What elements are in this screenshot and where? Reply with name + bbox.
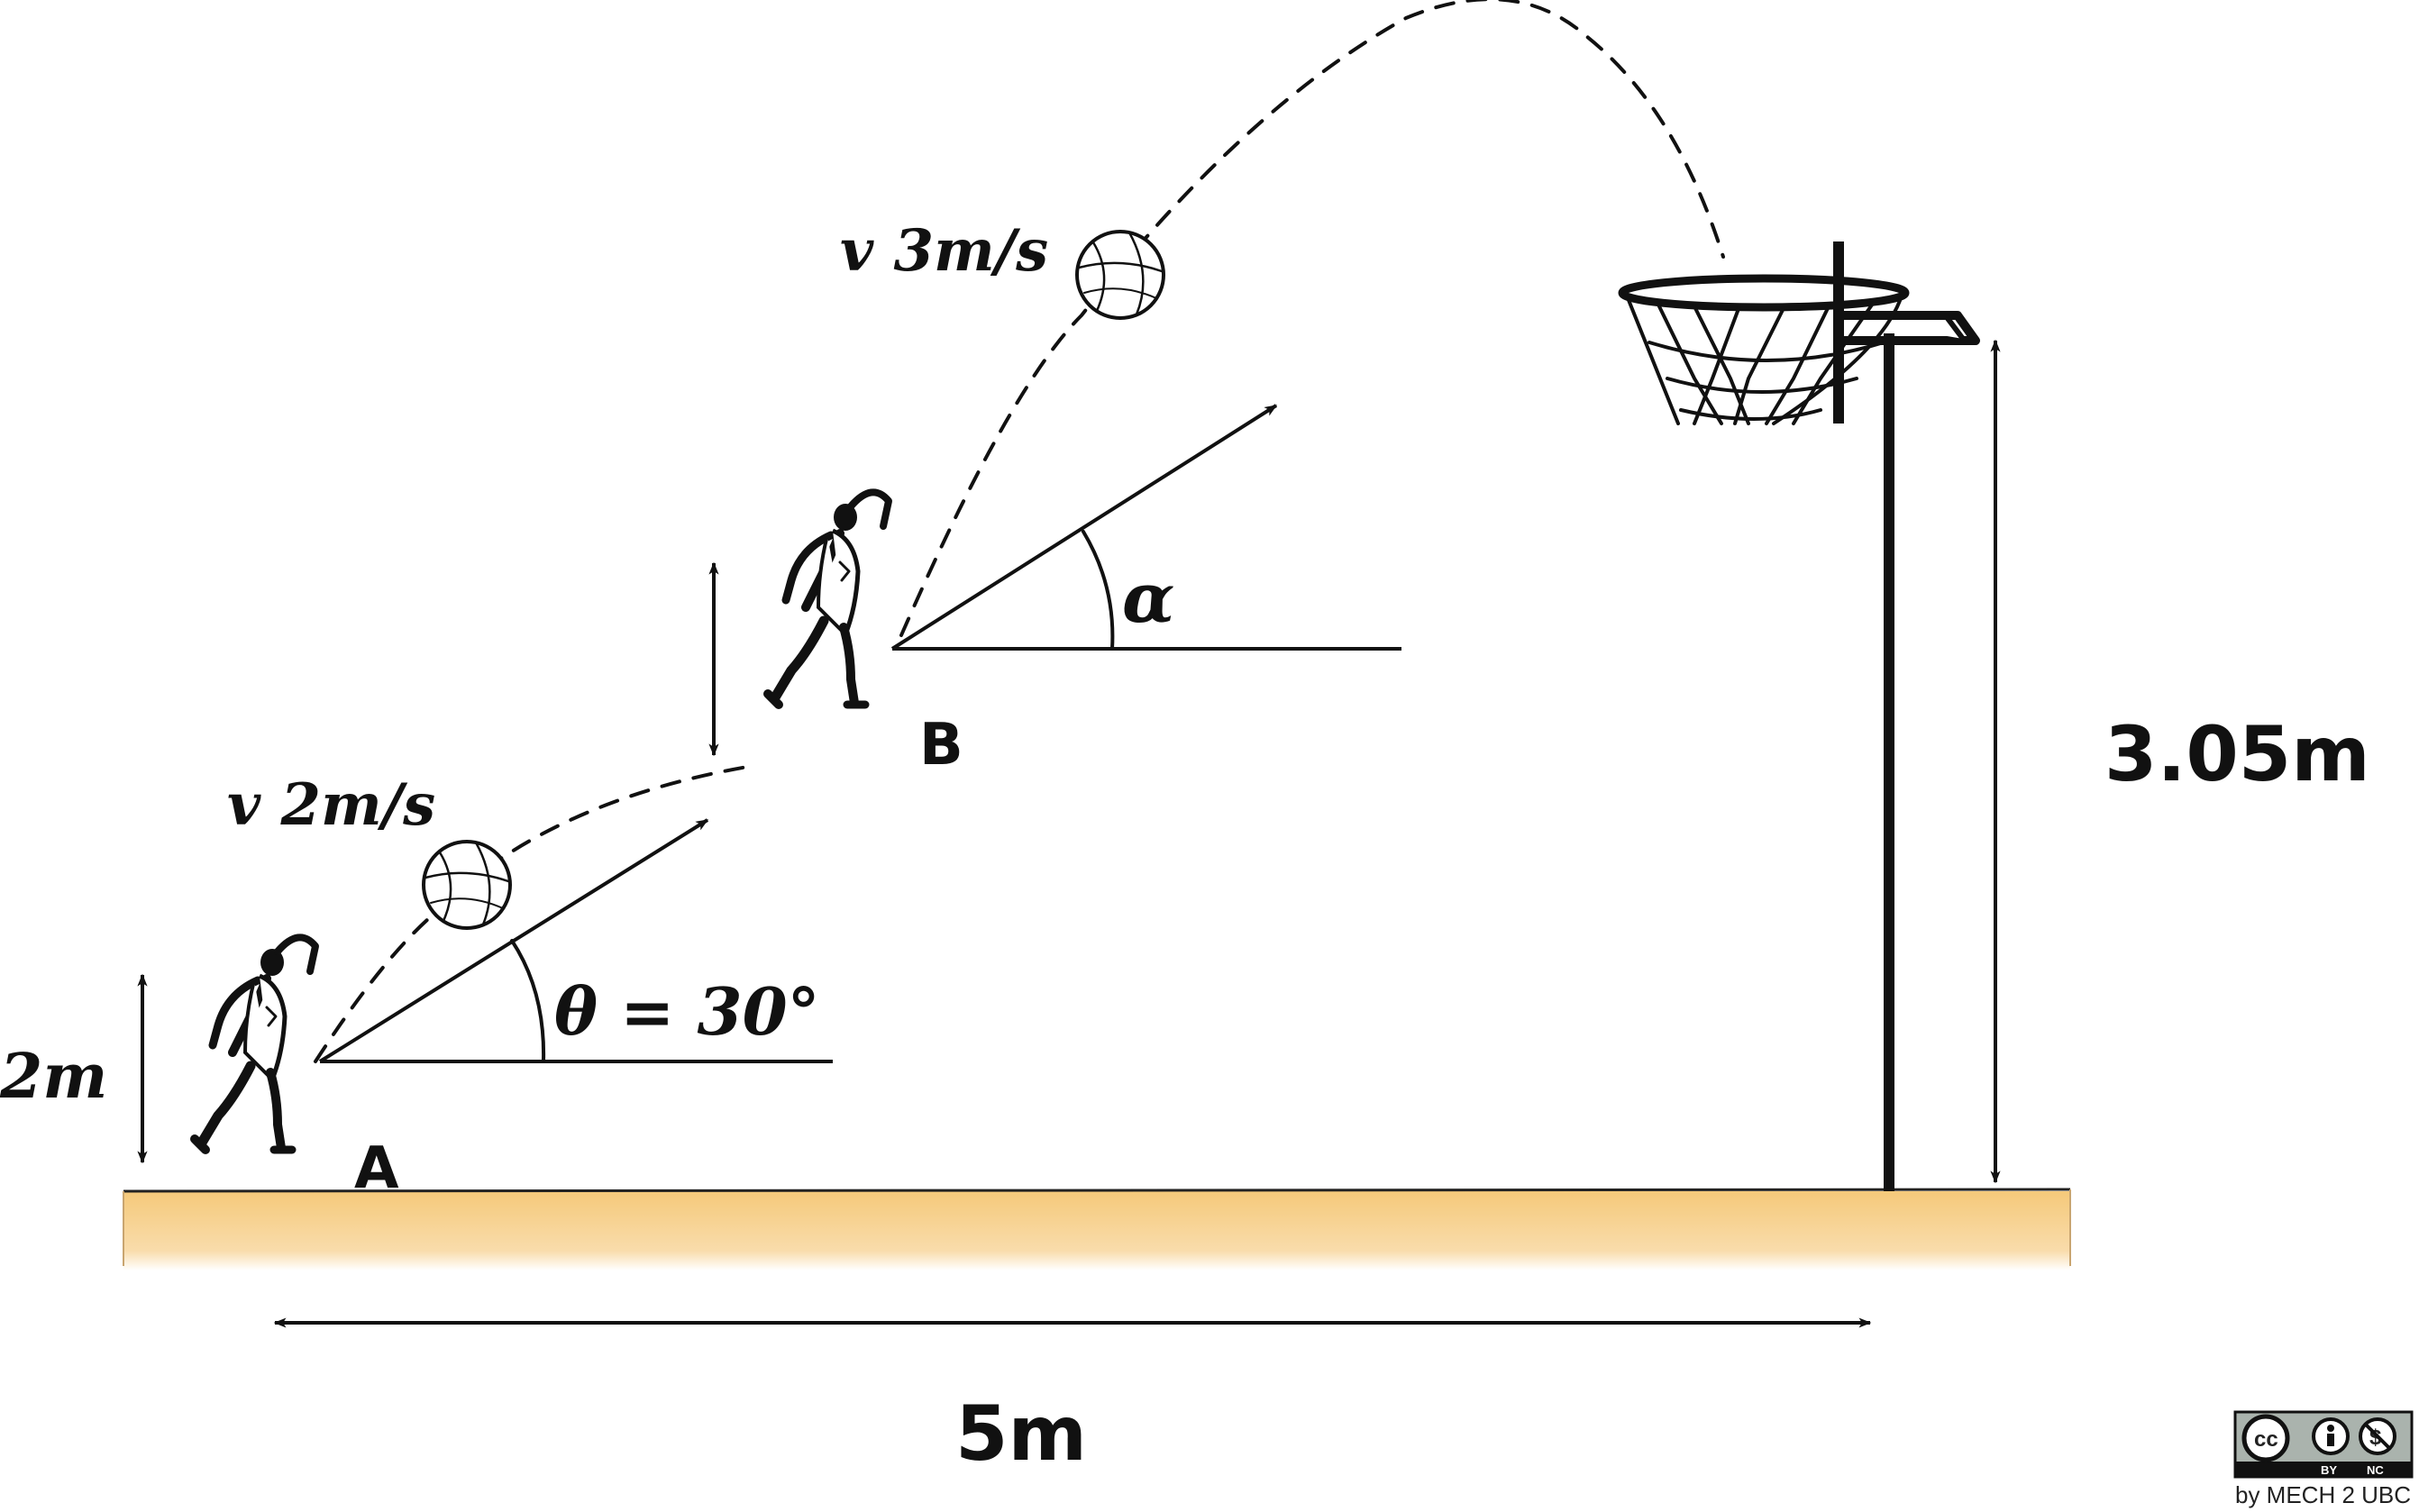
point-label-b: B bbox=[919, 712, 963, 779]
player-b bbox=[768, 492, 889, 705]
basketball-hoop bbox=[1618, 241, 1980, 1191]
angle-arc-alpha bbox=[1082, 530, 1115, 651]
ball-trajectory-b-to-hoop bbox=[899, 0, 1725, 637]
alpha-label: α bbox=[1122, 558, 1174, 638]
court-floor-edge bbox=[123, 1188, 2071, 1193]
svg-text:cc: cc bbox=[2254, 1427, 2278, 1452]
svg-text:BY: BY bbox=[2321, 1463, 2337, 1477]
hoop-net bbox=[1625, 294, 1903, 425]
cc-license-badge: cc $ BY NC bbox=[2233, 1410, 2414, 1479]
court-floor bbox=[123, 1191, 2070, 1271]
attribution-text: by MECH 2 UBC bbox=[2235, 1481, 2411, 1508]
height-label-a: 2m bbox=[0, 1041, 107, 1113]
velocity-label-b: v 3m/s bbox=[840, 217, 1048, 285]
theta-label: θ = 30° bbox=[554, 973, 820, 1050]
velocity-label-a: v 2m/s bbox=[227, 771, 435, 839]
hoop-height-label: 3.05m bbox=[2104, 710, 2370, 798]
svg-text:NC: NC bbox=[2367, 1463, 2384, 1477]
angle-arc-theta bbox=[510, 939, 546, 1063]
distance-label: 5m bbox=[955, 1389, 1087, 1478]
basketball-a bbox=[422, 840, 512, 930]
basketball-b bbox=[1075, 230, 1165, 320]
point-label-a: A bbox=[354, 1135, 399, 1202]
player-a bbox=[195, 937, 315, 1150]
velocity-arrow-b bbox=[890, 404, 1278, 651]
